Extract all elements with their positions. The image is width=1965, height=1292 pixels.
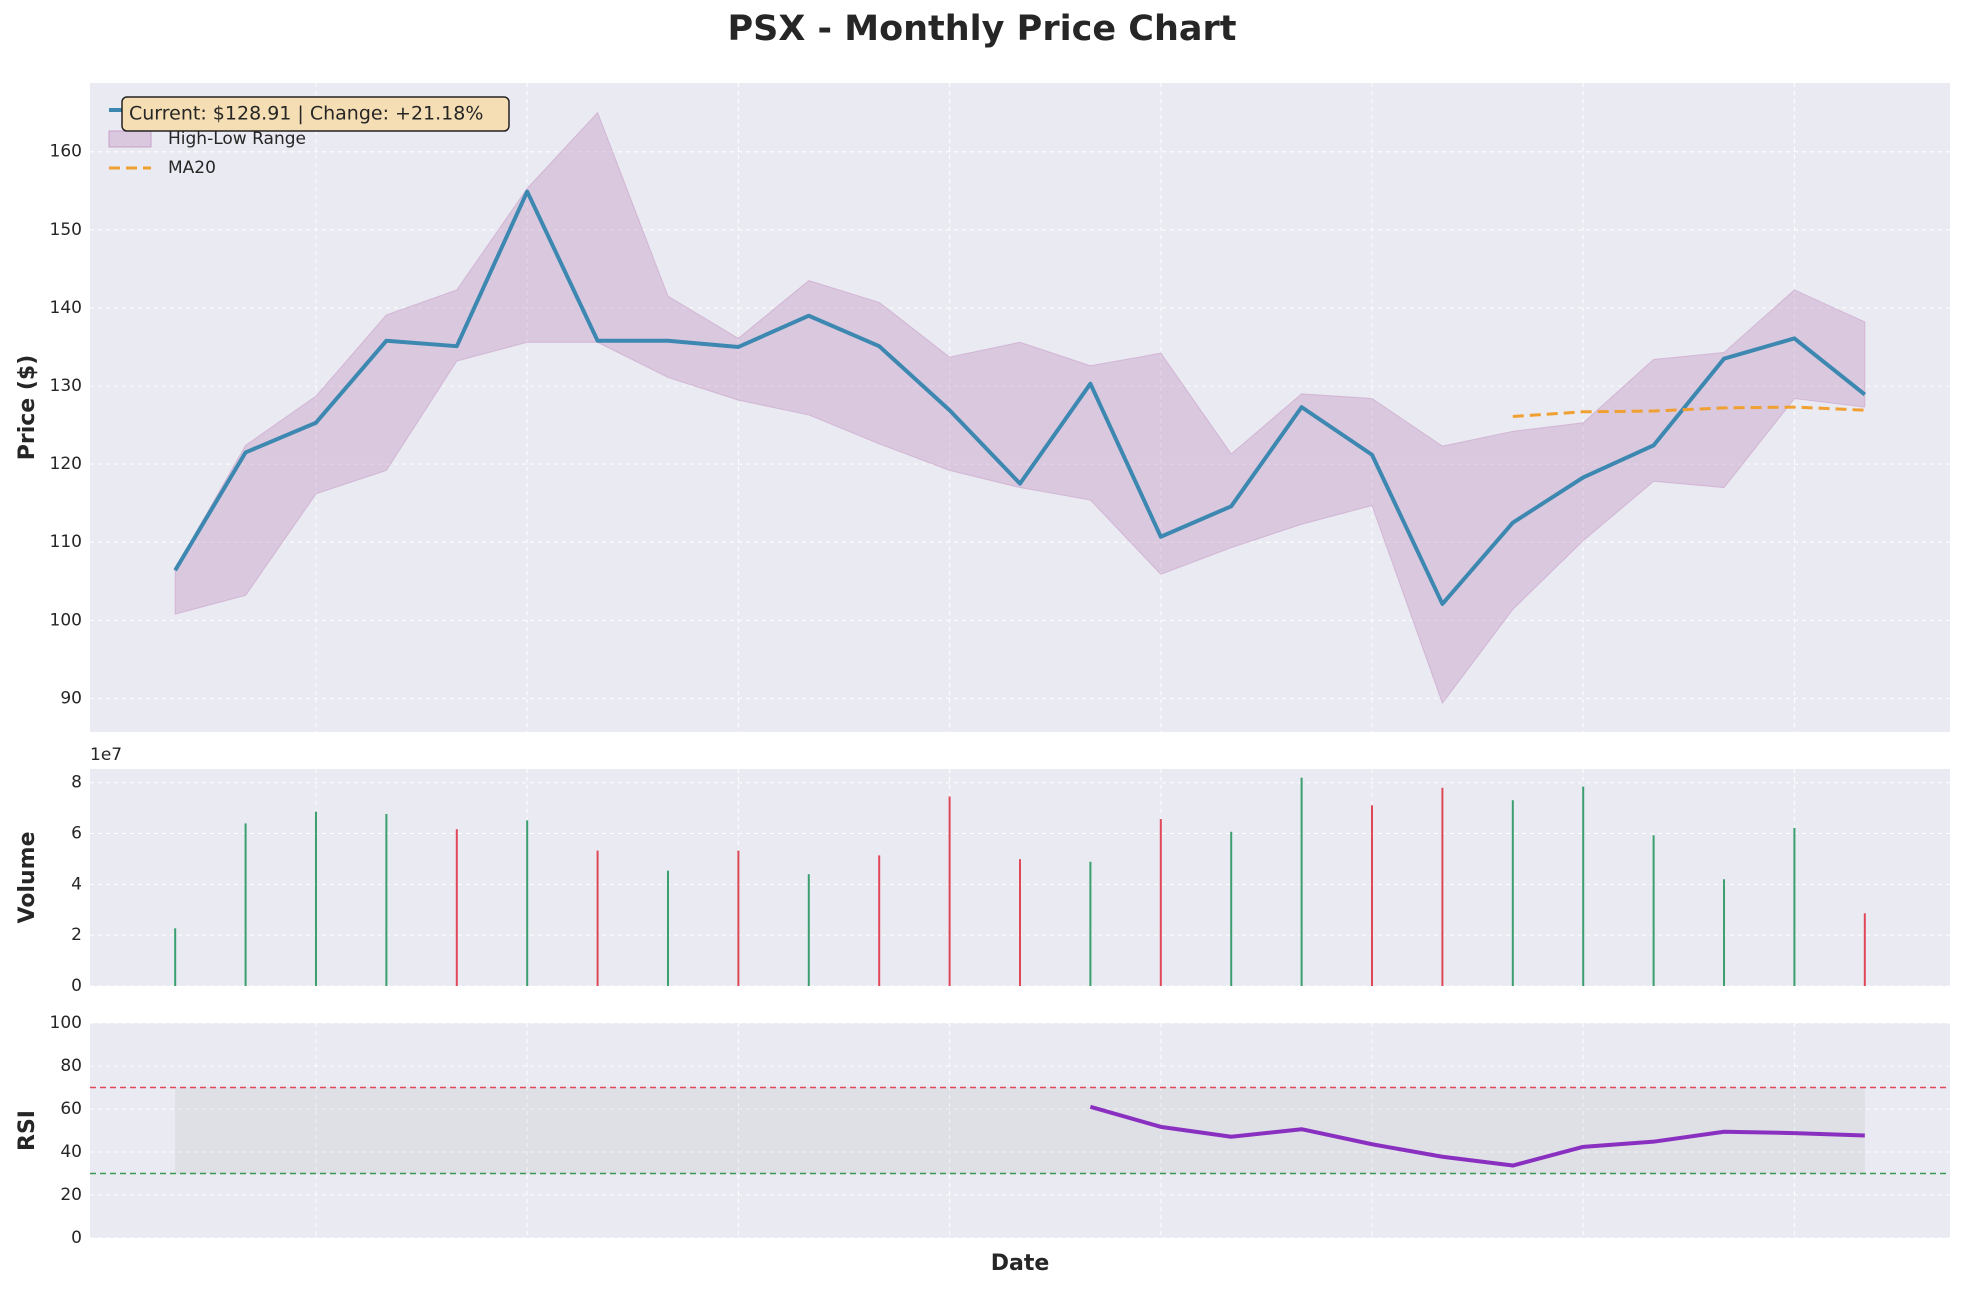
volume-bar: [1652, 835, 1655, 986]
y-tick-label: 100: [50, 610, 82, 630]
range-band: [174, 111, 1866, 705]
y-tick-label: 4: [71, 874, 82, 894]
y-axis-label: RSI: [15, 1110, 40, 1151]
y-tick-label: 100: [50, 1013, 82, 1033]
y-tick-label: 110: [50, 532, 82, 552]
line: [1512, 405, 1865, 418]
legend-label: MA20: [168, 158, 216, 178]
volume-bar: [737, 850, 740, 986]
line: [173, 189, 1867, 606]
offset-label: 1e7: [90, 745, 122, 765]
legend-label: High-Low Range: [168, 129, 306, 149]
volume-bar: [878, 855, 881, 986]
y-tick-label: 6: [71, 824, 82, 844]
chart-title: PSX - Monthly Price Chart: [728, 9, 1237, 49]
legend-swatch: [108, 130, 152, 148]
volume-bar: [1582, 786, 1585, 986]
volume-bar: [1089, 861, 1092, 986]
volume-bar: [1300, 777, 1303, 986]
volume-bar: [1863, 913, 1866, 986]
volume-bar: [455, 829, 458, 986]
y-tick-label: 60: [60, 1099, 82, 1119]
y-tick-label: 40: [60, 1142, 82, 1162]
volume-bar: [1723, 879, 1726, 986]
volume-bar: [314, 811, 317, 986]
volume-bar: [1159, 819, 1162, 986]
x-axis-label: Date: [991, 1251, 1050, 1276]
volume-bar: [596, 850, 599, 986]
volume-bar: [1019, 859, 1021, 986]
volume-bar: [526, 820, 529, 986]
volume-bar: [1441, 787, 1444, 986]
line: [1089, 1104, 1865, 1168]
volume-bar: [1371, 805, 1374, 986]
plot-area: [90, 1023, 1950, 1238]
y-axis-label: Volume: [15, 832, 40, 924]
y-tick-label: 0: [71, 1228, 82, 1248]
y-tick-label: 0: [71, 976, 82, 996]
y-tick-label: 140: [50, 298, 82, 318]
y-tick-label: 8: [71, 773, 82, 793]
y-tick-label: 2: [71, 925, 82, 945]
annotation-box: [121, 96, 510, 132]
y-tick-label: 160: [50, 142, 82, 162]
plot-area: [90, 83, 1950, 732]
y-tick-label: 120: [50, 454, 82, 474]
y-tick-label: 150: [50, 220, 82, 240]
annotation: Current: $128.91 | Change: +21.18%: [129, 103, 483, 125]
y-tick-label: 130: [50, 376, 82, 396]
volume-bar: [807, 874, 810, 986]
rsi-band: [175, 1087, 1865, 1174]
volume-bar: [948, 796, 951, 986]
volume-bar: [1511, 800, 1514, 986]
y-tick-label: 90: [60, 688, 82, 708]
volume-bar: [1793, 827, 1796, 986]
volume-bar: [1230, 831, 1233, 986]
volume-bar: [174, 928, 177, 986]
volume-bar: [244, 823, 247, 986]
y-axis-label: Price ($): [15, 355, 40, 461]
y-tick-label: 20: [60, 1185, 82, 1205]
y-tick-label: 80: [60, 1056, 82, 1076]
volume-bar: [385, 813, 388, 986]
volume-bar: [666, 870, 669, 986]
